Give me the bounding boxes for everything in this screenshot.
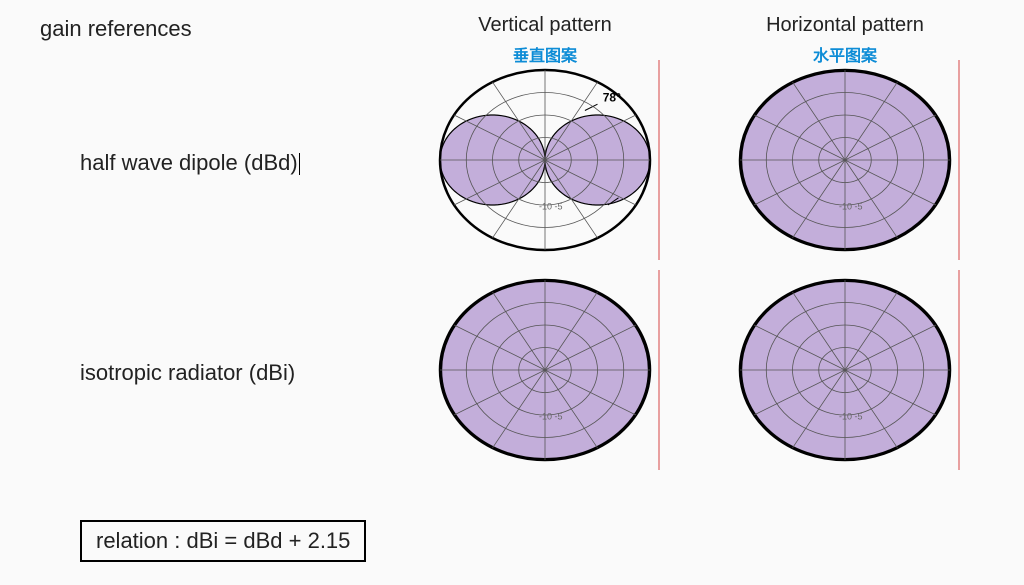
row-label-dipole-text: half wave dipole (dBd) (80, 150, 298, 175)
axis-marker-line (958, 60, 960, 260)
polar-dipole-vertical-svg: 78° -10 -5 (430, 60, 660, 260)
text-cursor (299, 153, 300, 175)
axis-marker-line (658, 60, 660, 260)
chart-dipole-vertical: 78° -10 -5 (430, 60, 660, 260)
page-title: gain references (40, 16, 192, 42)
chart-isotropic-horizontal: -10 -5 (730, 270, 960, 470)
row-label-isotropic: isotropic radiator (dBi) (80, 360, 295, 386)
axis-marker-line (958, 270, 960, 470)
svg-text:-10 -5: -10 -5 (539, 412, 563, 422)
svg-text:78°: 78° (603, 91, 621, 105)
svg-text:-10 -5: -10 -5 (839, 412, 863, 422)
axis-marker-line (658, 270, 660, 470)
polar-iso-horizontal-svg: -10 -5 (730, 270, 960, 470)
relation-formula: relation : dBi = dBd + 2.15 (80, 520, 366, 562)
chart-dipole-horizontal: -10 -5 (730, 60, 960, 260)
svg-text:-10 -5: -10 -5 (539, 202, 563, 212)
col-header-vertical: Vertical pattern (430, 14, 660, 37)
polar-iso-vertical-svg: -10 -5 (430, 270, 660, 470)
svg-text:-10 -5: -10 -5 (839, 202, 863, 212)
col-header-horizontal: Horizontal pattern (730, 14, 960, 37)
row-label-dipole: half wave dipole (dBd) (80, 150, 300, 176)
chart-isotropic-vertical: -10 -5 (430, 270, 660, 470)
polar-dipole-horizontal-svg: -10 -5 (730, 60, 960, 260)
